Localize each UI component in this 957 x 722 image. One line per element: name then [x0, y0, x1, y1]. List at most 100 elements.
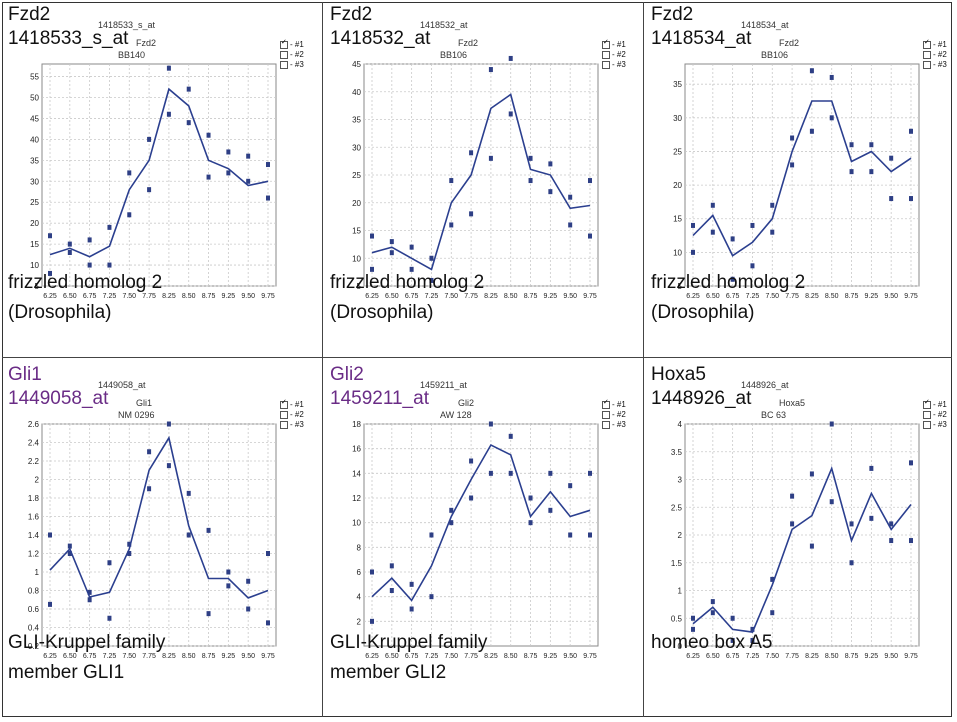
x-tick-label: 8.75 — [845, 293, 859, 300]
legend-item[interactable]: - #2 — [280, 50, 304, 60]
legend-checkbox[interactable] — [923, 398, 931, 409]
y-tick-label: 2.6 — [28, 420, 40, 429]
data-point — [147, 136, 152, 142]
data-point — [469, 458, 474, 464]
x-tick-label: 6.75 — [405, 293, 419, 300]
y-tick-label: 2.4 — [28, 439, 40, 448]
gene-description: homeo box A5 — [651, 632, 773, 653]
y-tick-label: 55 — [30, 73, 39, 82]
data-point — [87, 589, 92, 595]
data-point — [246, 178, 251, 184]
legend-checkbox[interactable] — [602, 61, 610, 69]
y-tick-label: 35 — [352, 116, 361, 125]
legend-item[interactable]: - #3 — [602, 420, 626, 430]
data-point — [588, 470, 592, 476]
y-tick-label: 10 — [352, 254, 361, 263]
data-point — [48, 532, 52, 538]
data-point — [166, 111, 171, 117]
x-tick-label: 8.50 — [504, 653, 518, 660]
legend-label: - #3 — [612, 60, 626, 69]
chart-subtitle: Gli2 — [458, 398, 475, 408]
legend-item[interactable]: - #1 — [280, 38, 304, 50]
x-tick-label: 8.75 — [524, 293, 538, 300]
legend-checkbox[interactable] — [280, 411, 288, 419]
legend-item[interactable]: - #1 — [602, 38, 626, 50]
data-point — [710, 229, 715, 235]
y-tick-label: 10 — [673, 248, 682, 257]
data-point — [730, 276, 735, 282]
x-tick-label: 9.50 — [563, 653, 577, 660]
legend-item[interactable]: - #2 — [923, 50, 947, 60]
legend-checkbox[interactable] — [923, 51, 931, 59]
legend: - #1- #2- #3 — [923, 398, 947, 430]
gene-description: GLI-Kruppel family — [330, 632, 488, 653]
x-tick-label: 6.75 — [83, 293, 97, 300]
gene-symbol: Gli2 — [330, 364, 364, 385]
x-tick-label: 6.50 — [63, 293, 77, 300]
chart-accession: NM 0296 — [118, 410, 155, 420]
chart-svg: 35 30 25 20 15 10 56.25 6.50 6.75 7.25 7.50 7.75 8.2… — [673, 63, 920, 300]
legend-checkbox[interactable] — [923, 38, 931, 49]
y-tick-label: 20 — [352, 199, 361, 208]
legend-label: - #2 — [290, 50, 304, 59]
legend-item[interactable]: - #3 — [280, 60, 304, 70]
data-point — [166, 463, 171, 469]
data-point — [246, 578, 251, 584]
y-tick-label: 35 — [673, 80, 682, 89]
chart-accession: BB106 — [440, 50, 468, 60]
legend-item[interactable]: - #2 — [280, 410, 304, 420]
probe-id: 1418533_s_at — [8, 28, 129, 49]
legend-checkbox[interactable] — [602, 38, 610, 49]
legend-checkbox[interactable] — [602, 51, 610, 59]
chart-panel: 35 30 25 20 15 10 5 6.25 6.50 6.75 7.25 7.50 7.75 8.2… — [651, 4, 957, 354]
legend-item[interactable]: - #1 — [923, 398, 947, 410]
legend-checkbox[interactable] — [923, 411, 931, 419]
data-point — [548, 507, 553, 513]
data-point — [226, 170, 231, 176]
x-tick-label: 8.75 — [845, 653, 859, 660]
data-point — [449, 178, 454, 184]
gene-description-line2: member GLI1 — [8, 662, 125, 683]
data-point — [107, 262, 112, 268]
data-point — [107, 224, 112, 230]
y-tick-label: 3.5 — [671, 448, 683, 457]
legend-item[interactable]: - #3 — [280, 420, 304, 430]
data-point — [449, 222, 454, 228]
data-point — [166, 65, 171, 71]
legend-checkbox[interactable] — [602, 398, 610, 409]
data-point — [206, 132, 211, 138]
legend-checkbox[interactable] — [280, 38, 288, 49]
x-tick-label: 6.50 — [63, 653, 77, 660]
legend-checkbox[interactable] — [280, 421, 288, 429]
y-tick-label: 45 — [30, 114, 39, 123]
legend-item[interactable]: - #1 — [280, 398, 304, 410]
data-point — [226, 583, 231, 589]
legend-item[interactable]: - #2 — [923, 410, 947, 420]
legend-item[interactable]: - #3 — [923, 60, 947, 70]
data-point — [186, 86, 191, 92]
legend-item[interactable]: - #1 — [602, 398, 626, 410]
legend-checkbox[interactable] — [280, 398, 288, 409]
data-point — [909, 460, 913, 466]
legend-checkbox[interactable] — [602, 421, 610, 429]
legend-checkbox[interactable] — [280, 51, 288, 59]
chart-title: 1418532_at — [420, 20, 468, 30]
y-tick-label: 1 — [678, 587, 683, 596]
legend-item[interactable]: - #3 — [923, 420, 947, 430]
chart-panel: 4 3.5 3 2.5 2 1.5 1 0.5 0 6.25 6.50 6.75 7.25 7.50 7.7… — [651, 364, 957, 714]
legend-checkbox[interactable] — [280, 61, 288, 69]
legend-item[interactable]: - #3 — [602, 60, 626, 70]
legend-checkbox[interactable] — [923, 421, 931, 429]
legend-item[interactable]: - #2 — [602, 410, 626, 420]
legend-checkbox[interactable] — [923, 61, 931, 69]
data-point — [730, 615, 735, 621]
x-tick-label: 7.25 — [103, 293, 117, 300]
legend-item[interactable]: - #1 — [923, 38, 947, 50]
data-point — [809, 543, 814, 549]
chart-title: 1418534_at — [741, 20, 789, 30]
data-point — [389, 563, 394, 569]
x-tick-label: 9.75 — [261, 293, 275, 300]
legend-item[interactable]: - #2 — [602, 50, 626, 60]
gene-symbol: Hoxa5 — [651, 364, 706, 385]
legend-checkbox[interactable] — [602, 411, 610, 419]
